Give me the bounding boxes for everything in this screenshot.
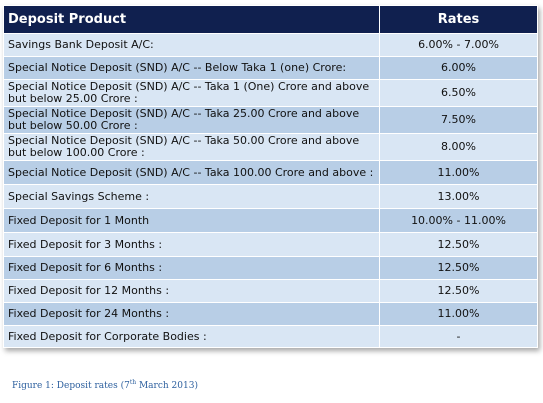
product-cell: Special Notice Deposit (SND) A/C -- Taka… [3, 133, 380, 161]
table-row: Fixed Deposit for Corporate Bodies : - [3, 325, 538, 348]
product-cell: Special Notice Deposit (SND) A/C -- Taka… [3, 79, 380, 107]
rate-cell: 6.00% [379, 56, 538, 80]
rate-cell: 11.00% [379, 160, 538, 185]
caption-prefix: Figure 1: Deposit rates (7 [12, 381, 130, 391]
table-row: Fixed Deposit for 24 Months : 11.00% [3, 302, 538, 326]
table-header-row: Deposit Product Rates [3, 5, 538, 34]
product-cell: Fixed Deposit for 6 Months : [3, 256, 380, 280]
product-cell: Savings Bank Deposit A/C: [3, 33, 380, 57]
table-row: Special Notice Deposit (SND) A/C -- Belo… [3, 56, 538, 80]
rate-cell: 12.50% [379, 232, 538, 257]
rate-cell: 7.50% [379, 106, 538, 134]
rate-cell: 6.50% [379, 79, 538, 107]
table-row: Fixed Deposit for 6 Months : 12.50% [3, 256, 538, 280]
product-cell: Special Notice Deposit (SND) A/C -- Belo… [3, 56, 380, 80]
table-row: Special Notice Deposit (SND) A/C -- Taka… [3, 133, 538, 161]
rate-cell: 11.00% [379, 302, 538, 326]
product-cell: Special Notice Deposit (SND) A/C -- Taka… [3, 160, 380, 185]
rate-cell: 12.50% [379, 256, 538, 280]
rate-cell: 8.00% [379, 133, 538, 161]
table-row: Fixed Deposit for 12 Months : 12.50% [3, 279, 538, 303]
table-row: Fixed Deposit for 3 Months : 12.50% [3, 232, 538, 257]
table-row: Special Savings Scheme : 13.00% [3, 184, 538, 209]
table-row: Special Notice Deposit (SND) A/C -- Taka… [3, 106, 538, 134]
product-cell: Fixed Deposit for 1 Month [3, 208, 380, 233]
header-deposit-product: Deposit Product [3, 5, 380, 34]
table-row: Special Notice Deposit (SND) A/C -- Taka… [3, 160, 538, 185]
caption-superscript: th [129, 379, 137, 386]
rate-cell: 6.00% - 7.00% [379, 33, 538, 57]
rate-cell: 12.50% [379, 279, 538, 303]
table-row: Special Notice Deposit (SND) A/C -- Taka… [3, 79, 538, 107]
product-cell: Special Savings Scheme : [3, 184, 380, 209]
product-cell: Fixed Deposit for 3 Months : [3, 232, 380, 257]
rate-cell: - [379, 325, 538, 348]
product-cell: Fixed Deposit for 24 Months : [3, 302, 380, 326]
table-row: Fixed Deposit for 1 Month 10.00% - 11.00… [3, 208, 538, 233]
header-rates: Rates [379, 5, 538, 34]
caption-suffix: March 2013) [136, 381, 198, 391]
product-cell: Special Notice Deposit (SND) A/C -- Taka… [3, 106, 380, 134]
table-row: Savings Bank Deposit A/C: 6.00% - 7.00% [3, 33, 538, 57]
rate-cell: 10.00% - 11.00% [379, 208, 538, 233]
deposit-rates-table-container: Deposit Product Rates Savings Bank Depos… [3, 5, 538, 348]
rate-cell: 13.00% [379, 184, 538, 209]
product-cell: Fixed Deposit for Corporate Bodies : [3, 325, 380, 348]
product-cell: Fixed Deposit for 12 Months : [3, 279, 380, 303]
deposit-rates-table: Deposit Product Rates Savings Bank Depos… [3, 5, 538, 348]
figure-caption: Figure 1: Deposit rates (7th March 2013) [12, 379, 198, 391]
